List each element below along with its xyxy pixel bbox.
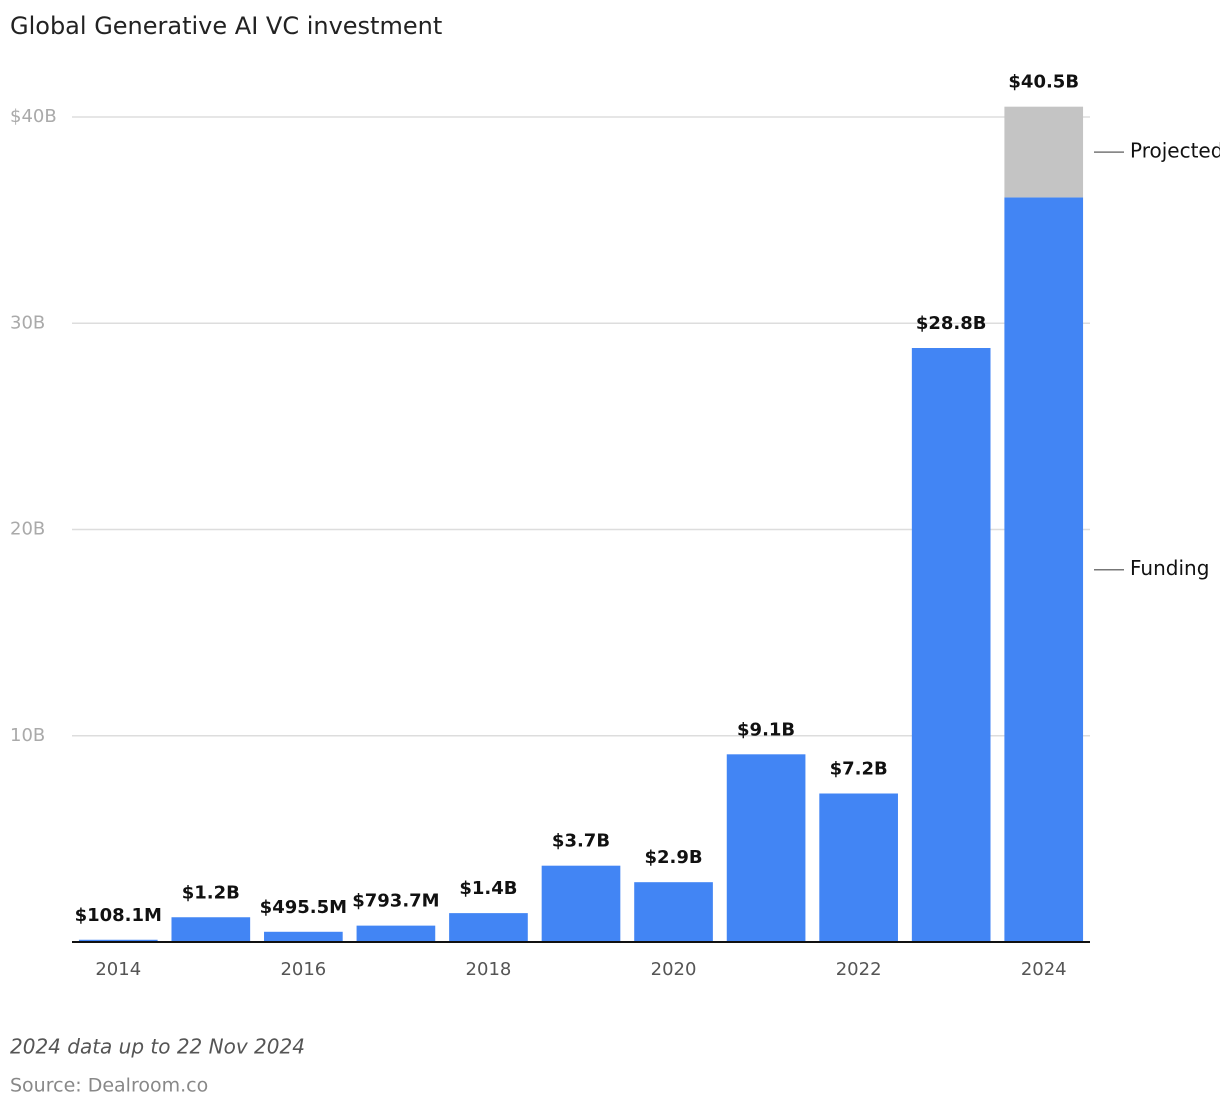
series-label: Funding xyxy=(1130,556,1209,580)
bar-segment xyxy=(356,925,436,942)
bar-segment xyxy=(171,917,251,942)
x-tick-label: 2018 xyxy=(466,959,512,980)
bar-segment xyxy=(1004,197,1084,942)
bar-segment xyxy=(264,931,343,942)
x-tick-label: 2022 xyxy=(836,959,882,980)
bar-segment xyxy=(541,865,621,942)
value-label: $9.1B xyxy=(737,719,795,740)
value-label: $7.2B xyxy=(830,759,888,780)
x-tick-label: 2016 xyxy=(280,959,326,980)
value-label: $40.5B xyxy=(1008,72,1079,93)
x-tick-label: 2024 xyxy=(1021,959,1067,980)
bar-segment xyxy=(634,882,713,942)
x-tick-label: 2014 xyxy=(95,959,141,980)
value-label: $1.2B xyxy=(182,882,240,903)
bar-segment xyxy=(1004,106,1084,198)
chart-title: Global Generative AI VC investment xyxy=(10,12,442,40)
y-tick-label: 30B xyxy=(10,312,45,333)
y-tick-label: $40B xyxy=(10,106,57,127)
value-label: $28.8B xyxy=(916,313,987,334)
bar-segment xyxy=(819,793,898,942)
value-label: $495.5M xyxy=(260,897,347,918)
y-tick-label: 20B xyxy=(10,519,45,540)
bar-segment xyxy=(78,939,158,942)
value-label: $793.7M xyxy=(352,891,439,912)
bar-segment xyxy=(449,913,528,942)
value-label: $2.9B xyxy=(644,847,702,868)
value-label: $3.7B xyxy=(552,831,610,852)
value-label: $108.1M xyxy=(75,905,162,926)
x-tick-label: 2020 xyxy=(651,959,697,980)
bar-segment xyxy=(911,348,991,942)
bar-segment xyxy=(726,754,806,942)
series-label: Projected xyxy=(1130,139,1220,163)
footnote: 2024 data up to 22 Nov 2024 xyxy=(10,1035,305,1059)
value-label: $1.4B xyxy=(459,878,517,899)
source: Source: Dealroom.co xyxy=(10,1075,208,1097)
y-tick-label: 10B xyxy=(10,725,45,746)
